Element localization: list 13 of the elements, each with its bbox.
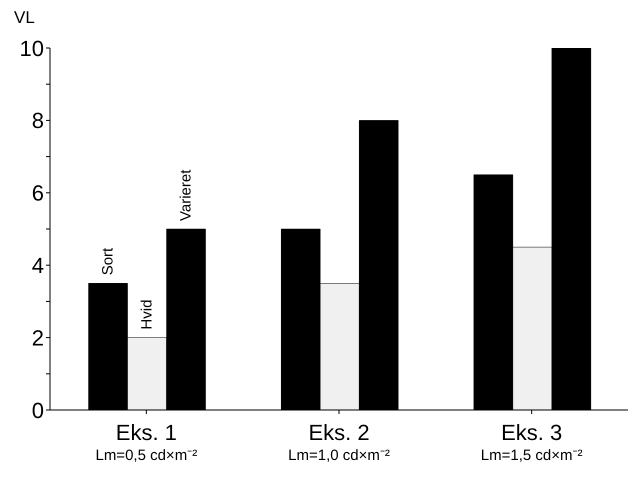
y-tick-label: 2 (32, 325, 44, 350)
x-tick-label: Eks. 1 Lm=0,5 cd×m⁻² (95, 420, 198, 464)
y-tick-label: 10 (20, 36, 44, 61)
text: Sort (100, 246, 117, 276)
y-tick-label: 4 (32, 253, 44, 278)
text: Varieret (178, 168, 195, 221)
text: Hvid (138, 300, 156, 330)
y-tick-label: 6 (32, 180, 44, 206)
y-tick-label: 8 (32, 108, 44, 134)
x-tick-label: Eks. 2 Lm=1,0 cd×m⁻² (288, 420, 390, 464)
y-tick-label: 0 (32, 398, 44, 423)
x-tick-label: Eks. 3 Lm=1,5 cd×m⁻² (480, 420, 583, 464)
y-axis-title: VL (14, 8, 35, 28)
